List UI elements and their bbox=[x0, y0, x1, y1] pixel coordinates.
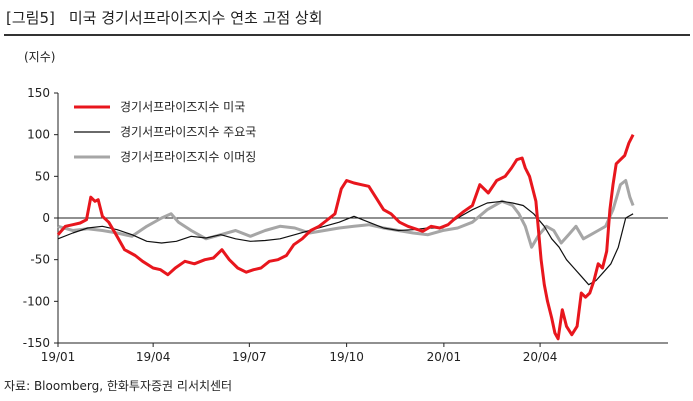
y-axis-unit-label: (지수) bbox=[24, 50, 56, 64]
source-note: 자료: Bloomberg, 한화투자증권 리서치센터 bbox=[4, 379, 233, 393]
legend-label-0: 경기서프라이즈지수 미국 bbox=[120, 100, 245, 114]
series-line-1 bbox=[57, 200, 634, 286]
series-line-0 bbox=[56, 134, 635, 341]
x-tick-label: 20/04 bbox=[523, 350, 558, 364]
x-tick-label: 19/01 bbox=[41, 350, 76, 364]
figure-title-text: 미국 경기서프라이즈지수 연초 고점 상회 bbox=[68, 9, 323, 27]
y-tick-label: 0 bbox=[42, 211, 50, 225]
legend-label-2: 경기서프라이즈지수 이머징 bbox=[120, 150, 256, 164]
x-tick-label: 19/07 bbox=[232, 350, 267, 364]
x-axis: 19/01 19/04 19/07 19/10 20/01 20/04 bbox=[41, 217, 668, 364]
legend-label-1: 경기서프라이즈지수 주요국 bbox=[120, 125, 256, 139]
series-layer bbox=[56, 134, 635, 341]
figure-title: [그림5] 미국 경기서프라이즈지수 연초 고점 상회 bbox=[6, 7, 323, 28]
y-tick-label: -150 bbox=[23, 336, 50, 350]
title-rule bbox=[4, 34, 690, 36]
y-tick-label: 50 bbox=[35, 169, 50, 183]
y-tick-label: 150 bbox=[27, 86, 50, 100]
y-tick-label: 100 bbox=[27, 128, 50, 142]
y-axis: 150 100 50 0 -50 -100 -150 bbox=[23, 86, 59, 350]
series-line-2 bbox=[57, 179, 635, 249]
x-tick-label: 19/04 bbox=[136, 350, 171, 364]
x-tick-label: 20/01 bbox=[427, 350, 462, 364]
y-tick-label: -50 bbox=[30, 253, 50, 267]
x-tick-label: 19/10 bbox=[329, 350, 364, 364]
figure-label: [그림5] bbox=[6, 9, 55, 27]
y-tick-label: -100 bbox=[23, 294, 50, 308]
